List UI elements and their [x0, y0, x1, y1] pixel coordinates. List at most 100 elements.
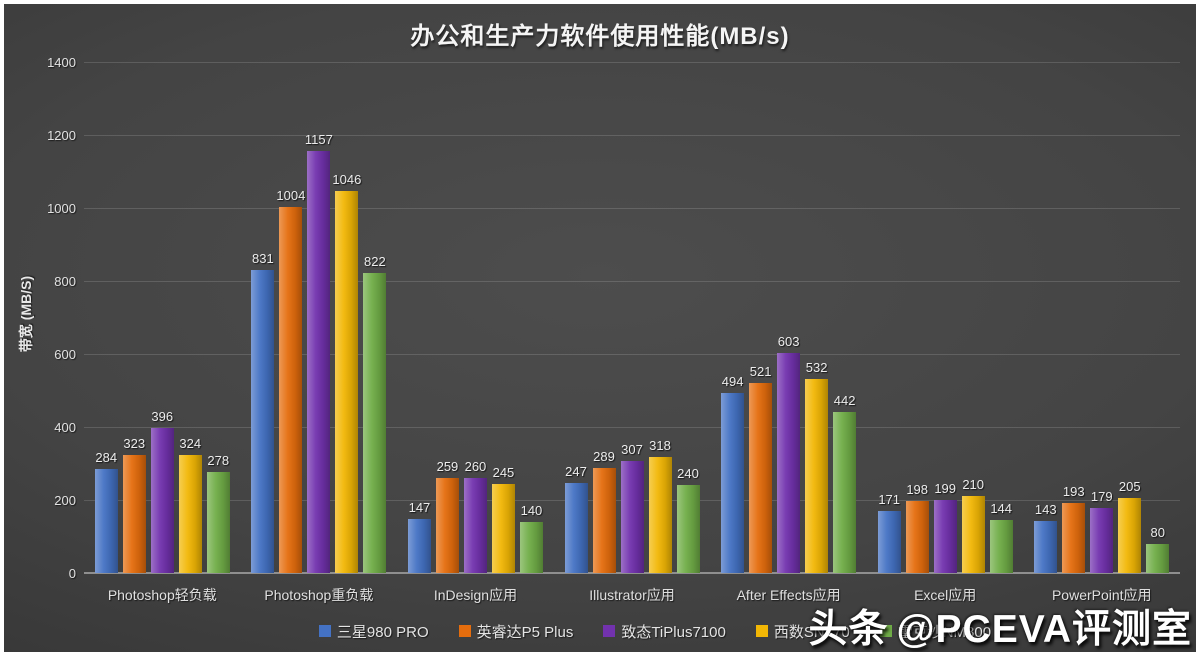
bar-gloss	[150, 428, 174, 573]
legend-label: 英睿达P5 Plus	[476, 623, 574, 641]
watermark: 头条 @PCEVA评测室	[808, 598, 1192, 652]
bar: 1046	[332, 172, 361, 573]
bar-value-label: 323	[123, 436, 146, 452]
bar-gloss	[620, 460, 644, 573]
bar: 396	[150, 409, 174, 573]
bar-gloss	[933, 500, 957, 573]
bar-group: 284 323 396 324 278	[84, 62, 241, 573]
y-tick-label: 800	[54, 274, 76, 290]
bar: 822	[363, 254, 387, 573]
gridline	[84, 354, 1180, 355]
x-axis-label: Excel应用	[914, 587, 977, 603]
bar: 532	[805, 360, 829, 573]
bar-group: 494 521 603 532 442	[710, 62, 867, 573]
bar-gloss	[251, 269, 275, 573]
bar: 240	[676, 466, 700, 573]
x-axis-label: Photoshop轻负载	[107, 587, 217, 603]
bar-gloss	[407, 519, 431, 573]
bar-value-label: 289	[593, 448, 615, 464]
legend-swatch-icon	[458, 625, 471, 637]
bar-gloss	[519, 521, 543, 573]
y-tick-label: 200	[54, 493, 76, 509]
bar-gloss	[94, 469, 118, 573]
bar-gloss	[721, 392, 745, 573]
bar-gloss	[363, 272, 387, 573]
bar: 831	[251, 251, 275, 573]
bar-gloss	[463, 478, 487, 573]
bar: 247	[564, 464, 588, 573]
bar-gloss	[1034, 520, 1058, 573]
bar: 179	[1090, 489, 1114, 573]
bar: 323	[122, 436, 146, 573]
bar-gloss	[961, 496, 985, 573]
watermark-handle: @PCEVA评测室	[896, 608, 1192, 651]
bar: 442	[833, 393, 857, 573]
bar-gloss	[989, 520, 1013, 573]
bar: 307	[620, 442, 644, 573]
bar: 140	[519, 503, 543, 573]
bar-group: 147 259 260 245 140	[397, 62, 554, 573]
bar: 210	[961, 477, 985, 573]
gridline	[84, 135, 1180, 136]
bar-value-label: 1004	[276, 187, 306, 203]
bar-value-label: 143	[1034, 501, 1057, 517]
gridline	[84, 62, 1180, 63]
bar-gloss	[122, 455, 146, 573]
bar-value-label: 198	[906, 481, 929, 497]
bar: 80	[1146, 525, 1170, 573]
bar-value-label: 494	[721, 373, 744, 389]
bar-value-label: 532	[805, 359, 828, 375]
bar-gloss	[592, 467, 616, 573]
x-axis-label: InDesign应用	[433, 587, 518, 603]
legend-swatch-icon	[318, 625, 331, 637]
bar-gloss	[307, 150, 331, 573]
plot-area: 0 200 400 600 800 1000 1200 1400 284 323 396 324 278…	[47, 55, 1180, 581]
legend-item: 雷克沙NM800	[879, 621, 992, 642]
x-axis-labels: Photoshop轻负载 Photoshop重负载 InDesign应用 Illust…	[84, 585, 1180, 605]
x-axis-line	[84, 572, 1180, 574]
bar: 259	[435, 459, 459, 573]
x-axis-label: After Effects应用	[736, 587, 841, 603]
bar-gloss	[564, 482, 588, 573]
bar-gloss	[335, 191, 359, 573]
legend-label: 致态TiPlus7100	[621, 623, 726, 641]
bar-value-label: 318	[649, 437, 671, 453]
bar-value-label: 193	[1062, 483, 1085, 499]
x-axis-label: Photoshop重负载	[264, 587, 374, 603]
bar: 147	[407, 500, 431, 573]
bar-value-label: 521	[749, 363, 772, 379]
bar-value-label: 822	[364, 253, 386, 269]
bar: 289	[592, 449, 616, 573]
bar: 284	[94, 450, 118, 573]
bar-value-label: 247	[565, 463, 587, 479]
bar: 278	[206, 453, 230, 573]
bar-gloss	[1062, 502, 1086, 573]
y-tick-label: 1000	[47, 201, 76, 216]
bar-value-label: 80	[1150, 524, 1165, 540]
bar-group: 247 289 307 318 240	[554, 62, 711, 573]
y-tick-label: 1400	[47, 55, 76, 70]
bar-gloss	[676, 485, 700, 573]
bar-gloss	[1118, 498, 1142, 573]
bar: 245	[491, 465, 515, 573]
bar: 1157	[305, 132, 333, 573]
y-tick-label: 0	[68, 566, 76, 581]
bar-gloss	[1090, 507, 1114, 573]
bar-value-label: 307	[621, 441, 643, 457]
bar: 260	[463, 459, 487, 573]
legend-item: 三星980 PRO	[318, 621, 429, 642]
bar-value-label: 442	[833, 392, 856, 408]
bar-gloss	[491, 483, 515, 573]
bars-row: 284 323 396 324 278 831 1004 1157 1046 822 147 259 2…	[84, 62, 1180, 573]
bar-value-label: 259	[436, 459, 459, 475]
legend-swatch-icon	[879, 625, 892, 637]
bar-value-label: 205	[1118, 479, 1141, 495]
legend-swatch-icon	[755, 625, 768, 637]
bar-gloss	[749, 382, 773, 573]
legend-label: 雷克沙NM800	[897, 623, 992, 641]
chart-title: 办公和生产力软件使用性能(MB/s)	[410, 23, 790, 50]
bar-value-label: 171	[878, 491, 901, 507]
gridline	[84, 427, 1180, 429]
y-tick-label: 600	[54, 347, 76, 362]
